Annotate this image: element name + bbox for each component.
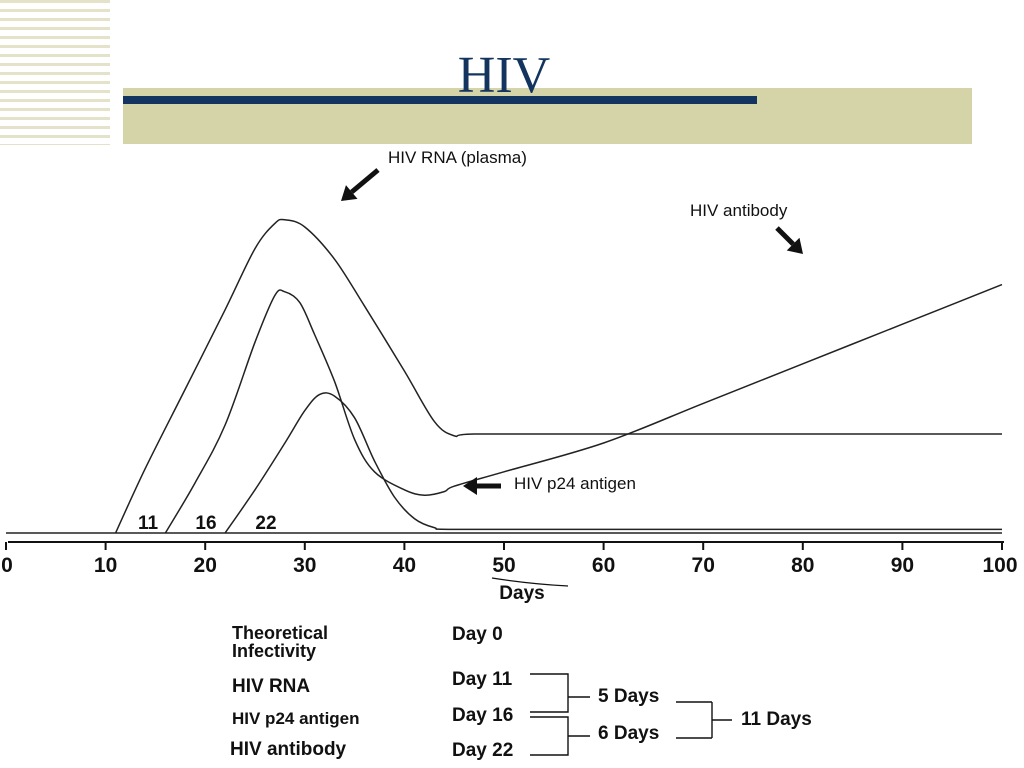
x-tick-label: 100 bbox=[982, 554, 1017, 577]
x-tick-label: 40 bbox=[393, 554, 416, 577]
x-tick-label: 0 bbox=[1, 554, 13, 577]
annotation-hiv-antibody: HIV antibody bbox=[690, 201, 788, 220]
x-tick-label: 50 bbox=[492, 554, 515, 577]
series-line-hiv-p24-antigen bbox=[164, 283, 1003, 534]
x-axis-label: Days bbox=[499, 583, 544, 604]
timeline-name-p24: HIV p24 antigen bbox=[232, 709, 360, 728]
x-tick-label: 60 bbox=[592, 554, 615, 577]
timeline-day-11: Day 11 bbox=[452, 669, 513, 690]
x-tick-label: 80 bbox=[791, 554, 814, 577]
x-tick-label: 30 bbox=[293, 554, 316, 577]
timeline-gap-6-days: 6 Days bbox=[598, 723, 660, 744]
annotation-hiv-rna: HIV RNA (plasma) bbox=[388, 148, 527, 167]
x-tick-label: 20 bbox=[194, 554, 217, 577]
series-line-hiv-antibody bbox=[224, 392, 1002, 534]
timeline-name-rna: HIV RNA bbox=[232, 676, 311, 697]
x-tick-label: 90 bbox=[891, 554, 914, 577]
slide-title: HIV bbox=[457, 47, 551, 104]
annotation-day-22: 22 bbox=[255, 513, 276, 534]
annotation-day-11: 11 bbox=[138, 513, 159, 534]
x-tick-label: 70 bbox=[692, 554, 715, 577]
timeline-day-16: Day 16 bbox=[452, 705, 514, 726]
arrow-hiv-rna bbox=[341, 168, 380, 201]
title-rule bbox=[123, 96, 757, 104]
decorative-stripes bbox=[0, 0, 110, 145]
annotation-hiv-p24: HIV p24 antigen bbox=[514, 474, 636, 493]
timeline-total-11-days: 11 Days bbox=[741, 709, 812, 730]
arrow-hiv-antibody bbox=[775, 226, 803, 254]
timeline-gap-5-days: 5 Days bbox=[598, 686, 660, 707]
annotation-day-16: 16 bbox=[195, 513, 216, 534]
timeline-name-infectivity: Theoretical Infectivity bbox=[232, 623, 329, 661]
timeline-name-antibody: HIV antibody bbox=[230, 739, 347, 760]
timeline-day-22: Day 22 bbox=[452, 740, 514, 761]
arrow-hiv-p24 bbox=[463, 477, 501, 495]
timeline-day-0: Day 0 bbox=[452, 624, 503, 645]
x-axis-label-stroke bbox=[491, 577, 569, 587]
x-tick-label: 10 bbox=[94, 554, 117, 577]
